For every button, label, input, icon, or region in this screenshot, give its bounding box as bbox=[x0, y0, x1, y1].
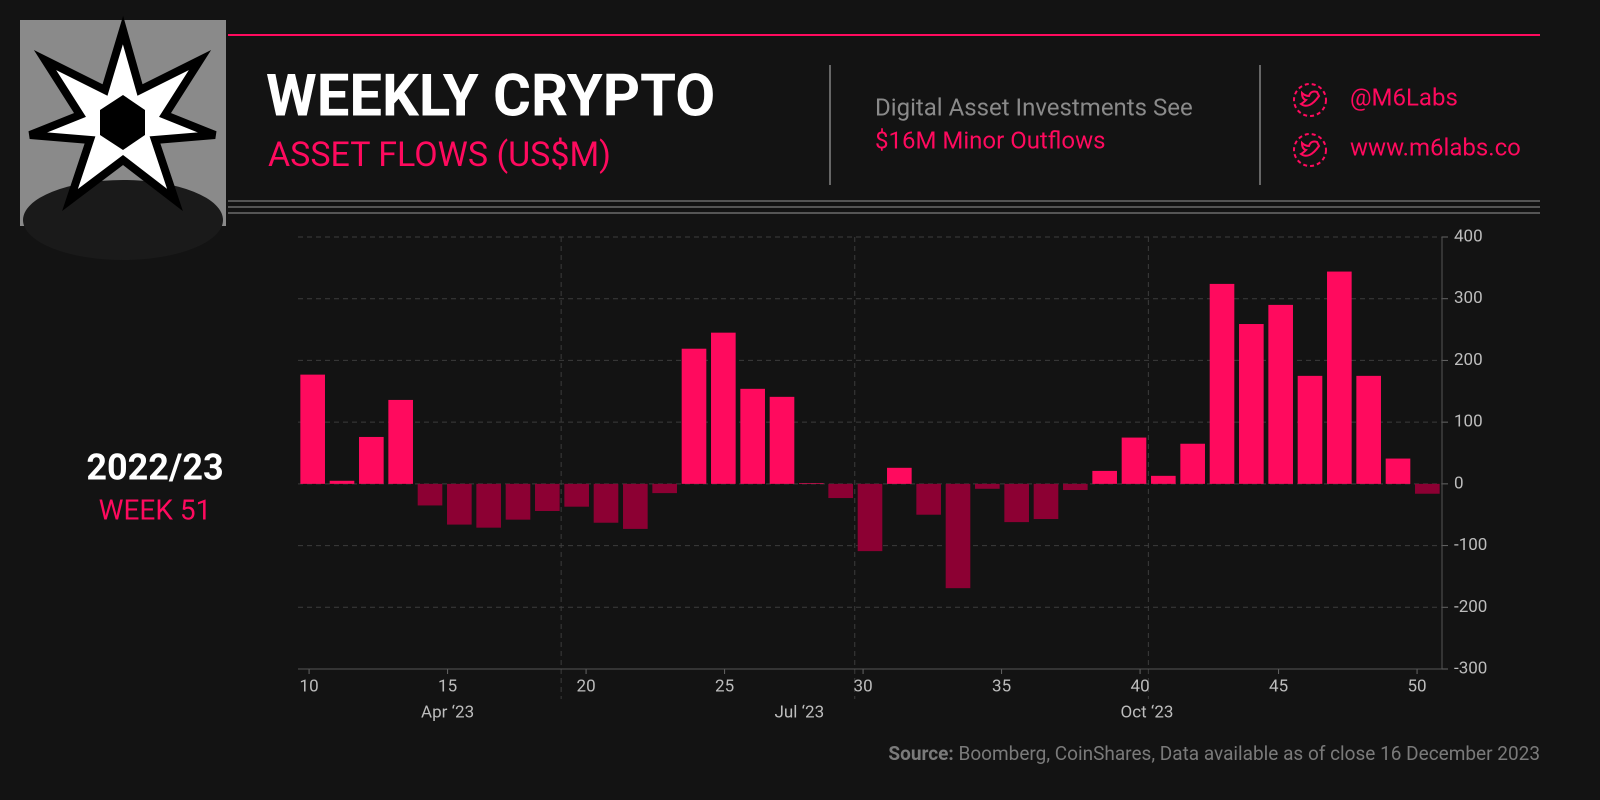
bar bbox=[1092, 470, 1117, 484]
month-label: Oct ‘23 bbox=[1121, 702, 1174, 722]
month-label: Apr ‘23 bbox=[421, 702, 474, 722]
bar bbox=[329, 480, 355, 484]
web-icon bbox=[1293, 133, 1327, 167]
plot: -300 -200 -100 0 100 200 300 400 10 15 20 25 30 35 40 4… bbox=[298, 226, 1487, 722]
y-tick-label: 400 bbox=[1454, 226, 1483, 246]
title: WEEKLY CRYPTO bbox=[266, 62, 715, 130]
source: Source: Boomberg, CoinShares, Data avail… bbox=[888, 742, 1540, 765]
bar bbox=[476, 483, 501, 528]
bar bbox=[799, 483, 824, 484]
x-tick-label: 25 bbox=[715, 676, 734, 696]
twitter-icon bbox=[1293, 83, 1327, 117]
bar bbox=[769, 396, 795, 484]
bar bbox=[740, 388, 765, 484]
bar bbox=[1209, 283, 1235, 484]
bar bbox=[1327, 271, 1352, 484]
period-year: 2022/23 bbox=[86, 447, 223, 489]
bar bbox=[1121, 437, 1147, 484]
bar bbox=[1033, 483, 1059, 520]
y-tick-label: 300 bbox=[1454, 288, 1483, 308]
bar bbox=[1180, 443, 1205, 484]
y-tick-label: 0 bbox=[1454, 473, 1464, 493]
twitter-handle: @M6Labs bbox=[1350, 83, 1458, 111]
bar bbox=[1385, 458, 1411, 484]
bar bbox=[681, 348, 707, 484]
bar bbox=[417, 483, 443, 506]
bar bbox=[564, 483, 589, 507]
bar bbox=[857, 483, 883, 552]
bar bbox=[1268, 304, 1293, 484]
bar bbox=[359, 436, 384, 484]
source-label: Source: bbox=[888, 742, 953, 765]
logo bbox=[20, 15, 226, 260]
bar bbox=[447, 483, 472, 525]
y-tick-label: -100 bbox=[1454, 535, 1487, 555]
bar bbox=[505, 483, 531, 520]
x-tick-label: 40 bbox=[1131, 676, 1150, 696]
website: www.m6labs.co bbox=[1350, 133, 1521, 161]
bar bbox=[1239, 324, 1264, 484]
x-tick-label: 35 bbox=[992, 676, 1011, 696]
bar bbox=[1151, 475, 1176, 484]
y-tick-label: 100 bbox=[1454, 412, 1483, 432]
period-week: WEEK 51 bbox=[99, 493, 212, 526]
subtitle: ASSET FLOWS (US$M) bbox=[268, 135, 611, 175]
x-tick-label: 15 bbox=[438, 676, 457, 696]
bar bbox=[1415, 483, 1440, 494]
x-tick-label: 50 bbox=[1408, 676, 1427, 696]
bar bbox=[535, 483, 560, 512]
month-label: Jul ‘23 bbox=[775, 702, 825, 722]
bar bbox=[916, 483, 941, 515]
y-tick-label: -300 bbox=[1454, 658, 1487, 678]
bar bbox=[593, 483, 619, 523]
bar bbox=[1356, 375, 1381, 484]
x-tick-label: 45 bbox=[1269, 676, 1288, 696]
bar bbox=[975, 483, 1000, 489]
highlight: $16M Minor Outflows bbox=[875, 126, 1106, 154]
bar bbox=[1063, 483, 1088, 491]
bar bbox=[828, 483, 853, 499]
headline: Digital Asset Investments See bbox=[875, 93, 1193, 121]
x-tick-label: 10 bbox=[300, 676, 319, 696]
bar bbox=[300, 374, 325, 484]
source-text: Boomberg, CoinShares, Data available as … bbox=[958, 742, 1540, 765]
y-tick-label: 200 bbox=[1454, 350, 1483, 370]
bar bbox=[945, 483, 971, 589]
y-tick-label: -200 bbox=[1454, 597, 1487, 617]
bar bbox=[623, 483, 648, 529]
x-tick-label: 30 bbox=[854, 676, 873, 696]
x-tick-label: 20 bbox=[577, 676, 596, 696]
bar bbox=[1004, 483, 1029, 523]
bar bbox=[887, 467, 912, 484]
bar bbox=[388, 399, 413, 484]
bar bbox=[652, 483, 677, 494]
bar bbox=[1297, 375, 1323, 484]
bar bbox=[711, 332, 736, 484]
